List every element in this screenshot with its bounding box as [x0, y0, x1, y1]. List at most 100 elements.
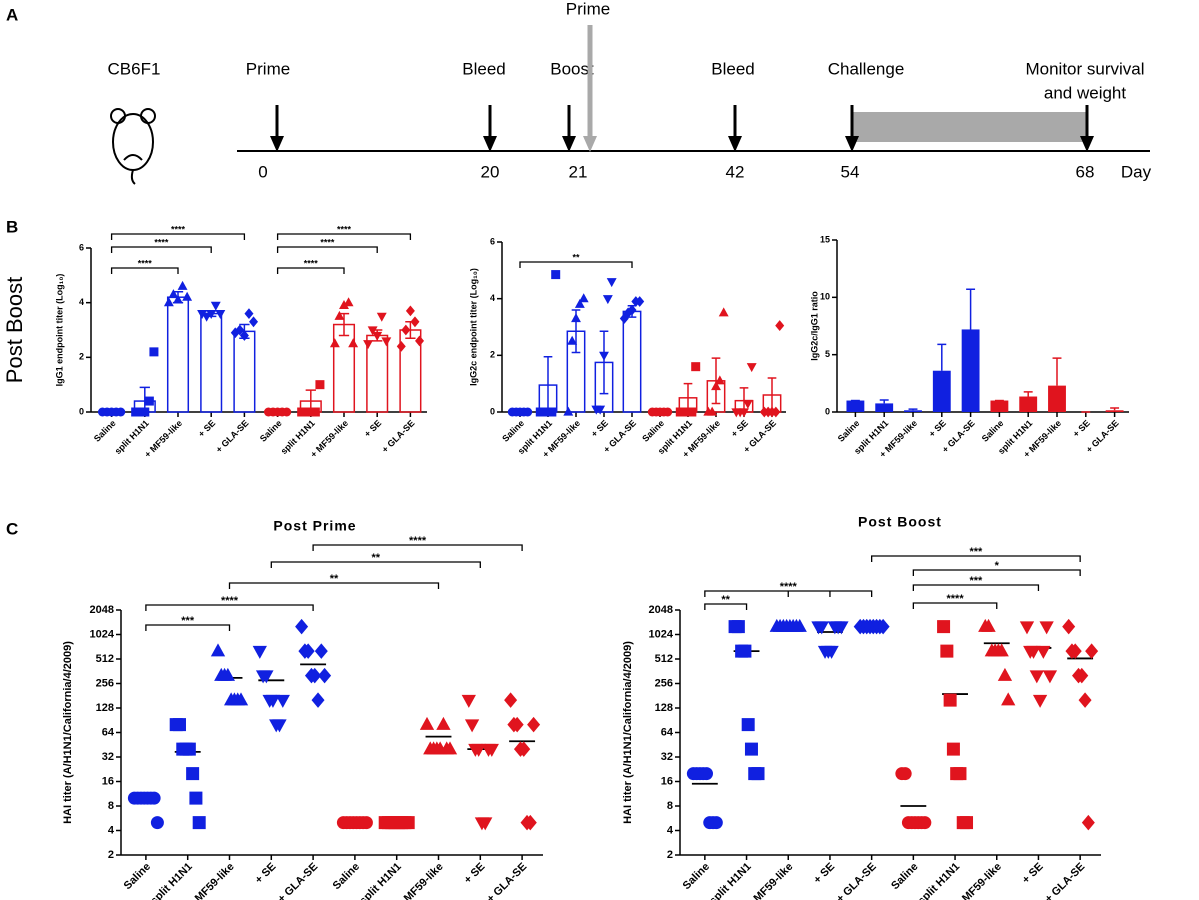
y-tick-label: 64 — [102, 726, 115, 738]
mouse-icon — [110, 108, 156, 185]
x-tick-label: split H1N1 — [707, 861, 754, 900]
x-tick-label: Saline — [500, 418, 526, 444]
point — [150, 816, 164, 830]
significance-label: ** — [330, 573, 339, 585]
point — [144, 396, 154, 406]
point — [1026, 645, 1041, 659]
significance-label: ** — [372, 552, 381, 564]
point — [197, 310, 208, 319]
day-label: 54 — [841, 162, 860, 181]
y-axis-label: IgG1 endpoint titer (Log₁₀) — [54, 274, 64, 387]
point — [504, 692, 518, 708]
bar — [904, 410, 922, 412]
point — [824, 645, 839, 659]
significance-label: *** — [969, 575, 983, 587]
significance-bracket — [145, 624, 231, 631]
x-tick-label: + SE — [462, 861, 488, 887]
point — [547, 407, 557, 417]
point — [436, 716, 451, 730]
point — [210, 301, 221, 311]
day-unit: Day — [1121, 162, 1152, 181]
significance-label: **** — [138, 258, 153, 268]
point — [775, 320, 785, 331]
arrow-head — [845, 136, 859, 152]
point — [235, 324, 245, 336]
x-tick-label: Saline — [836, 418, 862, 444]
y-axis-label: HAI titer (A/H1N1/California/4/2009) — [62, 641, 74, 824]
x-tick-label: + GLA-SE — [214, 418, 251, 455]
chart-title: Post Boost — [858, 514, 942, 530]
chart-title: Post Prime — [273, 518, 356, 534]
point — [249, 316, 259, 328]
error-bar — [1110, 407, 1120, 411]
point — [147, 791, 161, 805]
point — [372, 331, 383, 341]
significance-bracket — [276, 267, 345, 274]
y-tick-label: 5 — [825, 349, 830, 359]
point — [177, 280, 188, 290]
significance-bracket — [912, 602, 998, 609]
x-tick-label: + GLA-SE — [1043, 861, 1088, 900]
event-label: Prime — [566, 0, 610, 18]
y-tick-label: 64 — [661, 726, 674, 738]
error-bar — [1052, 357, 1062, 386]
y-tick-label: 16 — [102, 775, 114, 787]
y-tick-label: 256 — [96, 677, 114, 689]
x-tick-label: + SE — [812, 861, 838, 887]
point — [943, 693, 957, 707]
point — [771, 406, 781, 418]
arrow-head — [562, 136, 576, 152]
x-tick-label: + GLA-SE — [834, 861, 879, 900]
point — [918, 816, 932, 830]
point — [272, 719, 287, 733]
x-tick-label: + MF59-like — [745, 861, 796, 900]
significance-bracket — [871, 555, 1081, 562]
point — [173, 294, 183, 304]
y-axis-label: HAI titer (A/H1N1/California/4/2009) — [622, 641, 634, 824]
x-tick-label: + GLA-SE — [380, 418, 417, 455]
point — [172, 718, 186, 732]
point — [295, 618, 309, 635]
y-tick-label: 128 — [655, 702, 673, 714]
panel-letter: B — [6, 217, 18, 236]
point — [834, 621, 849, 635]
significance-bracket — [276, 246, 378, 253]
point — [814, 621, 829, 635]
point — [981, 618, 996, 632]
point — [523, 407, 533, 417]
point — [567, 335, 578, 345]
point — [1062, 618, 1076, 635]
significance-bracket — [704, 603, 748, 610]
point — [619, 313, 629, 324]
point — [376, 312, 387, 322]
day-label: 21 — [569, 162, 588, 181]
y-tick-label: 8 — [108, 800, 114, 812]
bar — [846, 400, 865, 412]
significance-bracket — [312, 544, 523, 551]
x-tick-label: + SE — [589, 418, 610, 439]
y-tick-label: 2048 — [649, 604, 673, 616]
significance-bracket — [519, 261, 633, 268]
point — [937, 620, 951, 634]
y-tick-label: 6 — [79, 242, 84, 252]
y-tick-label: 4 — [108, 824, 115, 836]
point — [381, 337, 392, 347]
significance-label: **** — [221, 595, 239, 607]
significance-bracket — [276, 233, 412, 240]
significance-bracket — [145, 604, 314, 611]
significance-label: **** — [320, 237, 335, 247]
point — [1029, 670, 1044, 684]
day-label: 68 — [1076, 162, 1095, 181]
point — [244, 308, 254, 319]
error-bar — [1023, 391, 1033, 397]
y-tick-label: 2 — [108, 849, 114, 861]
x-tick-label: + SE — [729, 418, 750, 439]
point — [308, 667, 322, 684]
point — [259, 670, 274, 684]
x-tick-label: + SE — [1020, 861, 1046, 887]
point — [997, 667, 1013, 681]
point — [711, 381, 721, 391]
point — [691, 362, 701, 372]
significance-label: *** — [969, 546, 983, 558]
point — [252, 645, 267, 659]
